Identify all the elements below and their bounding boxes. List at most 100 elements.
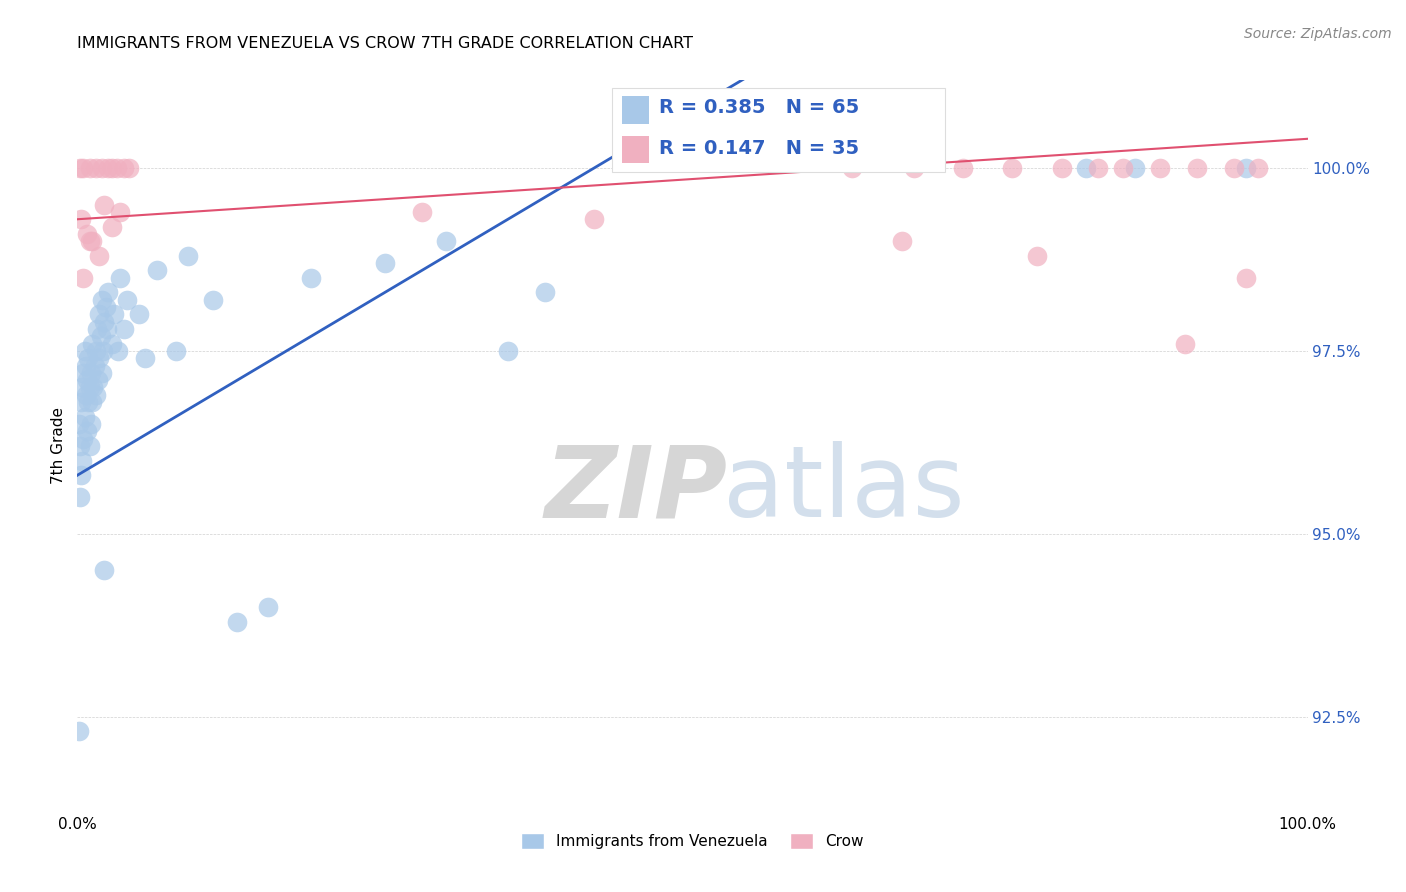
Bar xyxy=(623,96,650,124)
Text: Source: ZipAtlas.com: Source: ZipAtlas.com xyxy=(1244,27,1392,41)
Point xyxy=(84,161,107,175)
Point xyxy=(80,417,103,431)
Point xyxy=(1149,161,1171,175)
Point xyxy=(101,336,124,351)
Point xyxy=(87,373,110,387)
Point xyxy=(177,249,200,263)
Text: R = 0.147   N = 35: R = 0.147 N = 35 xyxy=(659,139,859,159)
Point xyxy=(115,293,138,307)
Point xyxy=(70,212,93,227)
Point xyxy=(77,351,100,366)
Point xyxy=(72,432,94,446)
Point xyxy=(73,343,96,358)
Point xyxy=(583,212,606,227)
Point xyxy=(96,322,118,336)
Point xyxy=(79,161,101,175)
Point xyxy=(112,161,135,175)
Point xyxy=(93,563,115,577)
Point xyxy=(1247,161,1270,175)
Point xyxy=(72,366,94,380)
Point xyxy=(86,322,108,336)
Point xyxy=(110,205,132,219)
Point xyxy=(128,307,150,321)
Point xyxy=(101,161,124,175)
Point xyxy=(90,366,114,380)
Point xyxy=(77,395,100,409)
Point xyxy=(1087,161,1109,175)
Point xyxy=(97,161,120,175)
Point xyxy=(103,307,125,321)
Point xyxy=(73,409,96,424)
Point xyxy=(89,351,111,366)
Point xyxy=(93,197,115,211)
Point xyxy=(70,395,93,409)
Point xyxy=(91,343,114,358)
Point xyxy=(1076,161,1098,175)
Point xyxy=(299,270,322,285)
Point xyxy=(436,234,458,248)
Point xyxy=(1174,336,1197,351)
Point xyxy=(69,439,91,453)
Legend: Immigrants from Venezuela, Crow: Immigrants from Venezuela, Crow xyxy=(515,827,870,855)
Point xyxy=(411,205,433,219)
Bar xyxy=(623,136,650,163)
Point xyxy=(69,490,91,504)
Text: atlas: atlas xyxy=(723,442,965,539)
Point xyxy=(105,161,128,175)
Point xyxy=(67,724,90,739)
Point xyxy=(1234,270,1257,285)
Point xyxy=(226,615,249,629)
Point xyxy=(93,315,115,329)
Point xyxy=(76,373,98,387)
Point xyxy=(79,439,101,453)
Point xyxy=(890,234,912,248)
Point xyxy=(1026,249,1049,263)
Point xyxy=(94,300,117,314)
Point xyxy=(952,161,974,175)
Point xyxy=(146,263,169,277)
Point xyxy=(83,359,105,373)
Point xyxy=(82,395,104,409)
Point xyxy=(90,329,112,343)
Bar xyxy=(613,87,945,171)
Point xyxy=(110,270,132,285)
Point xyxy=(1050,161,1073,175)
Point xyxy=(70,468,93,483)
Point xyxy=(79,234,101,248)
Point xyxy=(112,322,135,336)
Point xyxy=(201,293,224,307)
Point xyxy=(1001,161,1024,175)
Point xyxy=(534,285,557,300)
Point xyxy=(80,366,103,380)
Point xyxy=(72,270,94,285)
Point xyxy=(1112,161,1135,175)
Point xyxy=(89,249,111,263)
Point xyxy=(107,343,129,358)
Point xyxy=(101,219,124,234)
Point xyxy=(1185,161,1208,175)
Point xyxy=(70,453,93,467)
Point xyxy=(1223,161,1246,175)
Point xyxy=(97,285,120,300)
Point xyxy=(89,307,111,321)
Point xyxy=(82,380,104,394)
Point xyxy=(82,234,104,248)
Point xyxy=(72,161,94,175)
Text: ZIP: ZIP xyxy=(546,442,728,539)
Point xyxy=(75,359,97,373)
Y-axis label: 7th Grade: 7th Grade xyxy=(51,408,66,484)
Point xyxy=(76,425,98,439)
Point xyxy=(67,417,90,431)
Point xyxy=(69,161,91,175)
Point xyxy=(134,351,156,366)
Point xyxy=(90,161,114,175)
Point xyxy=(841,161,863,175)
Point xyxy=(76,227,98,241)
Text: R = 0.385   N = 65: R = 0.385 N = 65 xyxy=(659,98,859,117)
Point xyxy=(118,161,141,175)
Point xyxy=(1125,161,1147,175)
Point xyxy=(84,343,107,358)
Point xyxy=(70,380,93,394)
Text: IMMIGRANTS FROM VENEZUELA VS CROW 7TH GRADE CORRELATION CHART: IMMIGRANTS FROM VENEZUELA VS CROW 7TH GR… xyxy=(77,36,693,51)
Point xyxy=(79,380,101,394)
